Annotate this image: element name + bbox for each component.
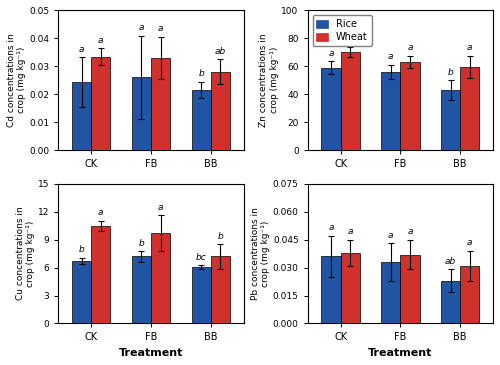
Text: ab: ab	[214, 47, 226, 56]
Text: a: a	[138, 23, 144, 32]
Bar	[211, 257, 230, 323]
Text: a: a	[328, 223, 334, 233]
Bar	[132, 77, 151, 150]
Bar	[381, 262, 400, 323]
Text: a: a	[467, 238, 472, 247]
Bar	[460, 67, 479, 150]
Bar	[72, 261, 91, 323]
Bar	[72, 82, 91, 150]
Bar	[91, 226, 110, 323]
Y-axis label: Zn concentrations in
crop (mg kg⁻¹): Zn concentrations in crop (mg kg⁻¹)	[259, 34, 278, 127]
Text: bc: bc	[196, 253, 206, 262]
Bar	[340, 253, 359, 323]
Bar	[192, 90, 211, 150]
Text: a: a	[388, 53, 394, 61]
Text: b: b	[78, 245, 84, 254]
Text: a: a	[467, 43, 472, 52]
Text: a: a	[98, 208, 103, 217]
Bar	[441, 281, 460, 323]
X-axis label: Treatment: Treatment	[119, 348, 183, 358]
Bar	[400, 254, 419, 323]
Bar	[340, 52, 359, 150]
Y-axis label: Cu concentrations in
crop (mg kg⁻¹): Cu concentrations in crop (mg kg⁻¹)	[16, 207, 35, 300]
Text: ab: ab	[445, 257, 456, 266]
Bar	[132, 257, 151, 323]
Text: a: a	[388, 231, 394, 240]
Text: a: a	[348, 227, 353, 236]
Text: a: a	[98, 36, 103, 45]
X-axis label: Treatment: Treatment	[368, 348, 432, 358]
Bar	[381, 72, 400, 150]
Text: a: a	[79, 45, 84, 54]
Bar	[211, 72, 230, 150]
Text: b: b	[448, 68, 454, 77]
Text: a: a	[348, 35, 353, 44]
Text: b: b	[138, 239, 144, 248]
Legend: Rice, Wheat: Rice, Wheat	[312, 15, 372, 46]
Y-axis label: Pb concentrations in
crop (mg kg⁻¹): Pb concentrations in crop (mg kg⁻¹)	[250, 207, 270, 300]
Text: a: a	[158, 24, 164, 34]
Bar	[460, 266, 479, 323]
Bar	[441, 90, 460, 150]
Text: a: a	[407, 43, 412, 52]
Bar	[91, 57, 110, 150]
Text: a: a	[328, 49, 334, 58]
Y-axis label: Cd concentrations in
crop (mg kg⁻¹): Cd concentrations in crop (mg kg⁻¹)	[7, 34, 26, 127]
Bar	[400, 62, 419, 150]
Bar	[322, 257, 340, 323]
Bar	[151, 58, 170, 150]
Bar	[322, 68, 340, 150]
Text: a: a	[407, 227, 412, 236]
Text: b: b	[198, 69, 204, 78]
Bar	[151, 233, 170, 323]
Text: b: b	[218, 232, 223, 241]
Bar	[192, 267, 211, 323]
Text: a: a	[158, 203, 164, 212]
